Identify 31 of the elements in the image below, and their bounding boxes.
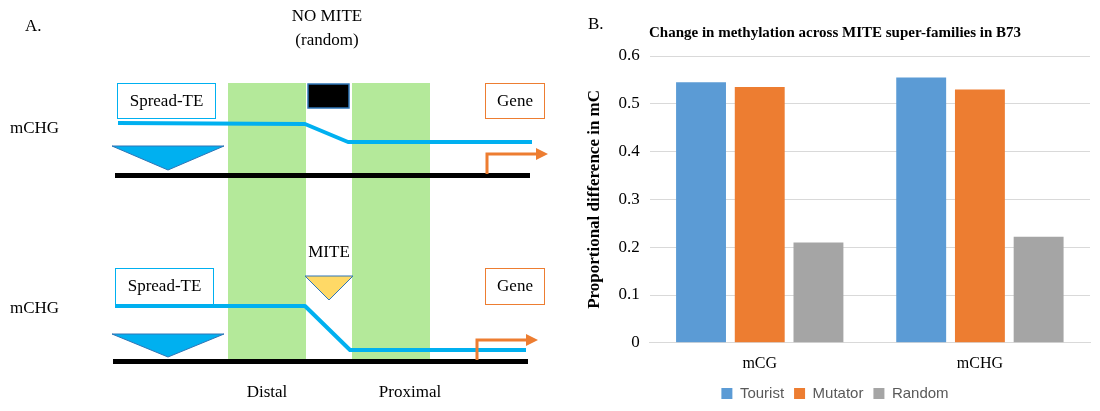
- text: mCHG: [10, 297, 61, 319]
- y-tick-label: 0.3: [618, 188, 640, 208]
- x-tick-label: mCG: [742, 353, 778, 371]
- legend-label: Mutator: [812, 383, 864, 401]
- y-tick-label: 0.1: [618, 284, 640, 304]
- legend-label: Tourist: [739, 383, 785, 401]
- y-tick-label: 0.4: [618, 141, 641, 161]
- y-tick-label: 0: [631, 332, 640, 352]
- bar: [1013, 236, 1064, 343]
- y-tick-label: 0.6: [618, 45, 640, 65]
- text: NO MITE (random): [290, 5, 364, 51]
- y-tick-label: 0.5: [618, 93, 640, 113]
- text: MITE: [307, 241, 351, 263]
- bar: [896, 77, 947, 343]
- text: Distal: [245, 381, 289, 403]
- bar: [676, 82, 726, 343]
- text: Proximal: [377, 381, 443, 403]
- text: A.: [25, 16, 42, 36]
- text: B.: [588, 13, 604, 33]
- bar: [954, 89, 1005, 343]
- chart-title: Change in methylation across MITE super-families in B73: [648, 23, 1022, 40]
- text: Gene: [485, 268, 545, 305]
- text: mCHG: [10, 117, 61, 139]
- text: Spread-TE: [115, 268, 214, 305]
- legend-label: Random: [891, 383, 949, 401]
- y-axis-title: Proportional difference in mC: [583, 89, 603, 309]
- y-tick-label: 0.2: [618, 236, 640, 256]
- bar: [793, 242, 844, 343]
- bar: [734, 87, 785, 343]
- text: Gene: [485, 83, 545, 119]
- text: Spread-TE: [117, 83, 216, 119]
